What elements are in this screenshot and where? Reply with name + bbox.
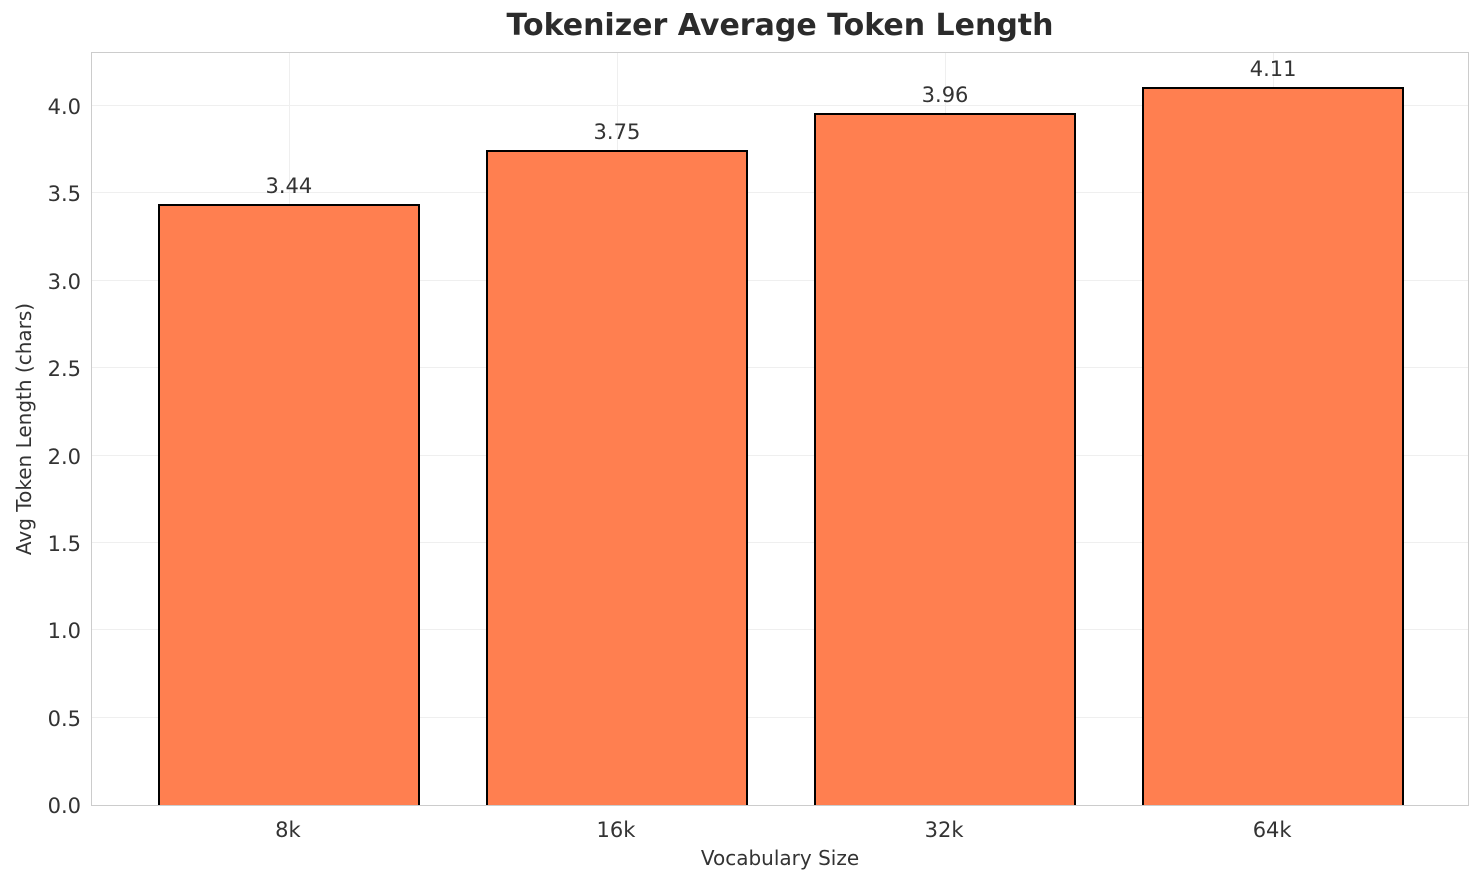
x-tick-label: 16k	[596, 818, 636, 842]
x-tick-label: 32k	[924, 818, 964, 842]
bar-16k	[485, 149, 749, 805]
bar-8k	[157, 203, 421, 805]
y-tick-label: 3.0	[47, 269, 81, 294]
h-gridline	[92, 541, 1468, 543]
bar-value-label: 3.75	[593, 119, 641, 144]
bar-64k	[1141, 86, 1405, 805]
bar-value-label: 3.44	[265, 173, 313, 198]
h-gridline	[92, 716, 1468, 718]
h-gridline	[92, 105, 1468, 107]
h-gridline	[92, 192, 1468, 194]
y-tick-label: 2.5	[47, 357, 81, 382]
y-tick-label: 1.0	[47, 619, 81, 644]
y-tick-label: 1.5	[47, 531, 81, 556]
y-tick-label: 4.0	[47, 95, 81, 120]
y-tick-label: 3.5	[47, 182, 81, 207]
h-gridline	[92, 367, 1468, 369]
plot-area: 3.44 3.75 3.96 4.11	[91, 52, 1469, 806]
h-gridline	[92, 454, 1468, 456]
y-tick-label: 0.5	[47, 706, 81, 731]
y-tick-label: 2.0	[47, 444, 81, 469]
chart-title: Tokenizer Average Token Length	[506, 8, 1054, 43]
y-tick-label: 0.0	[47, 794, 81, 818]
x-tick-label: 8k	[275, 818, 301, 842]
y-axis-label: Avg Token Length (chars)	[12, 302, 36, 556]
bar-32k	[813, 113, 1077, 805]
h-gridline	[92, 279, 1468, 281]
h-gridline	[92, 629, 1468, 631]
bar-value-label: 4.11	[1249, 56, 1297, 81]
x-axis-label: Vocabulary Size	[700, 846, 860, 870]
bar-value-label: 3.96	[921, 83, 969, 108]
x-tick-label: 64k	[1252, 818, 1292, 842]
